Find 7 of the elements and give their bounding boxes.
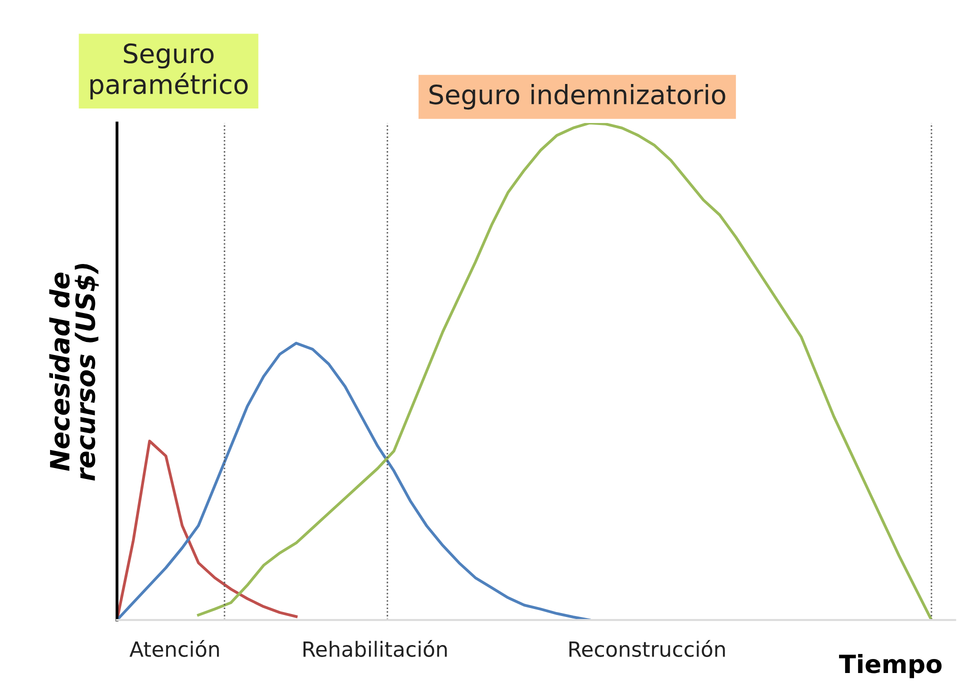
text: Atención bbox=[130, 640, 219, 657]
y-axis-title: Necesidad de recursos (US$) bbox=[49, 264, 99, 481]
x-axis-title: Tiempo bbox=[839, 654, 942, 678]
text: Seguro indemnizatorio bbox=[430, 84, 726, 110]
text: Rehabilitación bbox=[304, 640, 447, 657]
text: Seguro paramétrico bbox=[90, 43, 248, 100]
text: Reconstrucción bbox=[569, 640, 725, 657]
